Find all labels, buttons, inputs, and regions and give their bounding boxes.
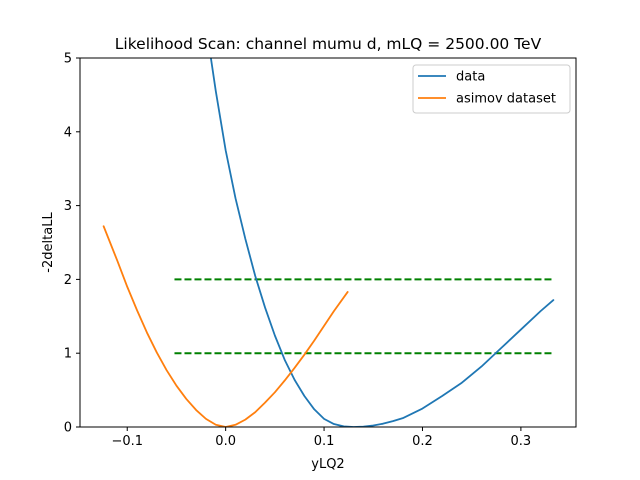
legend-label: data xyxy=(456,70,485,85)
x-tick-label: −0.1 xyxy=(111,434,143,449)
x-tick-label: 0.1 xyxy=(314,434,335,449)
legend: data asimov dataset xyxy=(412,64,571,114)
x-tick-label: 0.2 xyxy=(412,434,433,449)
series-line-data xyxy=(209,58,555,427)
x-axis-label: yLQ2 xyxy=(311,457,344,472)
x-axis-ticks: −0.1 0.0 0.1 0.2 0.3 xyxy=(111,427,531,449)
y-tick-label: 0 xyxy=(64,421,72,436)
series-lines xyxy=(102,58,555,427)
legend-label: asimov dataset xyxy=(456,92,556,107)
y-tick-label: 1 xyxy=(64,347,72,362)
series-line-asimov-dataset xyxy=(102,225,349,427)
chart-title: Likelihood Scan: channel mumu d, mLQ = 2… xyxy=(115,35,542,53)
y-tick-label: 4 xyxy=(64,125,72,140)
x-tick-label: 0.3 xyxy=(511,434,532,449)
y-axis-ticks: 0 1 2 3 4 5 xyxy=(64,52,80,436)
y-tick-label: 3 xyxy=(64,199,72,214)
y-tick-label: 2 xyxy=(64,273,72,288)
plot-area xyxy=(102,58,555,427)
y-tick-label: 5 xyxy=(64,52,72,67)
legend-box xyxy=(412,64,571,114)
axes-frame xyxy=(79,57,577,428)
x-tick-label: 0.0 xyxy=(215,434,236,449)
reference-lines xyxy=(174,278,554,355)
y-axis-label: -2deltaLL xyxy=(41,212,56,273)
